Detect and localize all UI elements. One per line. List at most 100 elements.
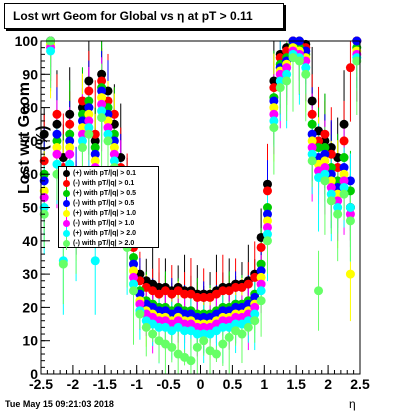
data-point: [262, 216, 272, 226]
data-point: [129, 266, 139, 276]
data-point: [90, 256, 100, 266]
data-point: [345, 269, 355, 279]
data-point: [269, 109, 279, 119]
data-point: [345, 176, 355, 186]
data-point: [224, 332, 234, 342]
data-point: [90, 149, 100, 159]
data-point: [345, 63, 355, 73]
data-point: [65, 129, 75, 139]
data-point: [148, 329, 158, 339]
legend-marker: [63, 200, 70, 207]
y-tick-label: 100: [15, 33, 39, 49]
data-point: [307, 149, 317, 159]
data-point: [256, 279, 266, 289]
data-point: [103, 136, 113, 146]
data-point: [84, 123, 94, 133]
data-point: [307, 129, 317, 139]
data-point: [77, 136, 87, 146]
data-point: [154, 322, 164, 332]
data-point: [199, 312, 209, 322]
data-point: [84, 103, 94, 113]
data-point: [262, 179, 272, 189]
x-tick-label: 1.5: [286, 376, 306, 392]
data-point: [333, 209, 343, 219]
data-point: [326, 183, 336, 193]
data-point: [97, 106, 107, 116]
data-point: [307, 119, 317, 129]
data-point: [218, 339, 228, 349]
data-point: [58, 259, 68, 269]
data-point: [262, 203, 272, 212]
axes: -2.5 -2 -1.5 -1 -0.5 0 0.5 1 1.5 2 2.5 0 10 20 30 40 50 6…: [15, 33, 370, 392]
x-tick-label: 0: [197, 376, 205, 392]
legend: (+) with pT/|q| > 0.1 (-) with pT/|q| > 0…: [58, 166, 159, 250]
legend-entry: (+) with pT/|q| > 0.5: [59, 187, 158, 200]
data-point: [339, 119, 349, 129]
data-point: [262, 236, 272, 246]
x-tick-label: 1: [260, 376, 268, 392]
data-point: [262, 209, 272, 219]
data-point: [243, 309, 253, 319]
y-axis-label: Lost wrt Geom (%): [16, 82, 51, 195]
data-point: [326, 169, 336, 179]
legend-label: (-) with pT/|q| > 2.0: [73, 240, 135, 247]
data-point: [199, 336, 209, 346]
x-tick-label: 0.5: [223, 376, 243, 392]
data-point: [77, 116, 87, 126]
data-point: [180, 289, 190, 299]
data-point: [326, 176, 336, 186]
data-point: [339, 136, 349, 146]
data-point: [77, 143, 87, 153]
data-point: [243, 322, 253, 332]
data-point: [109, 156, 119, 166]
data-point: [250, 309, 260, 319]
data-point: [231, 312, 241, 322]
data-point: [256, 242, 266, 252]
data-point: [97, 99, 107, 109]
data-point: [339, 169, 349, 179]
legend-entry: (-) with pT/|q| > 2.0: [59, 237, 158, 250]
x-tick-label: 2.5: [350, 376, 370, 392]
data-point: [269, 103, 279, 113]
data-point: [243, 316, 253, 326]
legend-label: (-) with pT/|q| > 0.5: [73, 200, 135, 207]
chart-title: Lost wrt Geom for Global vs η at pT > 0.…: [4, 3, 284, 29]
data-points: [39, 36, 362, 366]
data-point: [52, 143, 62, 153]
data-point: [339, 176, 349, 186]
data-point: [333, 189, 343, 199]
x-tick-label: -2: [67, 376, 80, 392]
data-point: [314, 136, 324, 146]
data-point: [307, 109, 317, 119]
x-tick-label: -1: [130, 376, 143, 392]
legend-entry: (+) with pT/|q| > 2.0: [59, 227, 158, 240]
data-point: [39, 186, 49, 196]
data-point: [326, 163, 336, 173]
data-point: [135, 309, 145, 319]
data-point: [180, 326, 190, 336]
data-point: [256, 296, 266, 306]
data-point: [320, 143, 330, 153]
data-point: [307, 156, 317, 166]
data-point: [269, 76, 279, 86]
data-point: [77, 109, 87, 119]
x-tick-label: -2.5: [29, 376, 53, 392]
x-axis-label: η: [349, 397, 356, 411]
legend-marker: [63, 210, 70, 217]
data-point: [301, 69, 311, 79]
data-point: [237, 329, 247, 339]
data-point: [39, 193, 49, 203]
data-point: [199, 292, 209, 302]
data-point: [192, 292, 202, 302]
data-point: [65, 109, 75, 119]
data-point: [333, 196, 343, 206]
data-point: [345, 209, 355, 219]
data-point: [320, 136, 330, 146]
data-point: [339, 183, 349, 193]
data-point: [129, 272, 139, 282]
data-point: [65, 149, 75, 159]
y-tick-label: 90: [22, 66, 38, 82]
data-point: [77, 129, 87, 139]
data-point: [250, 302, 260, 312]
data-point: [52, 119, 62, 129]
